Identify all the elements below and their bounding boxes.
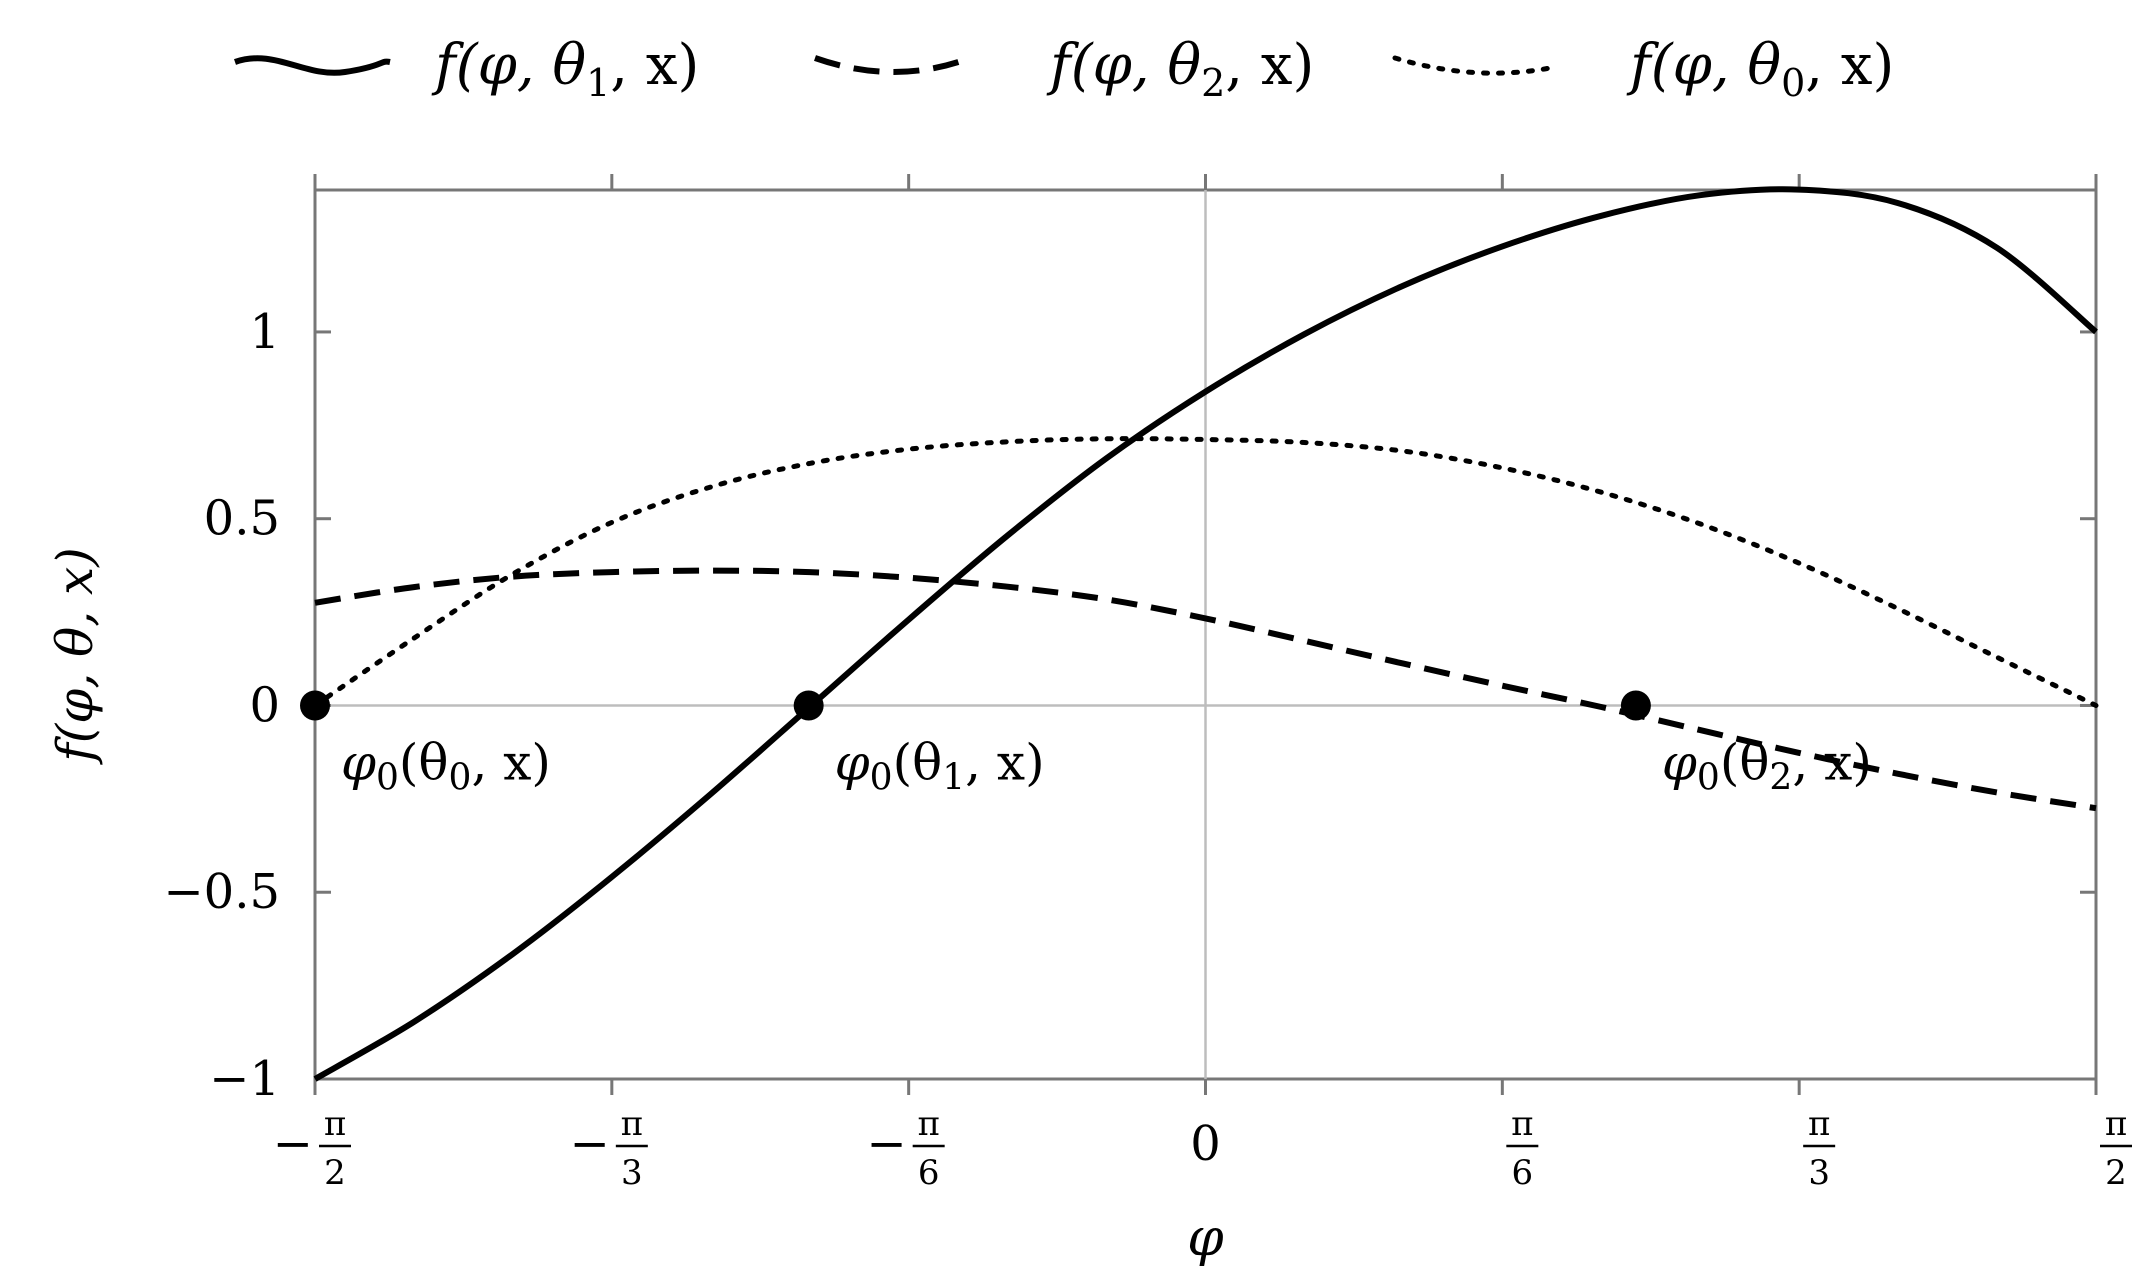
zero-lines [315,190,2096,1079]
x-tick-label: π6 [1506,1104,1539,1193]
x-tick-numerator: π [917,1104,939,1144]
legend-label: f(φ, θ1, x) [431,33,699,105]
x-tick-denominator: 2 [324,1153,346,1193]
x-tick-minus: − [866,1116,906,1172]
x-tick-denominator: 3 [621,1153,643,1193]
root-marker [793,690,824,721]
legend-swatch [1392,55,1553,76]
x-tick-denominator: 3 [1808,1153,1830,1193]
series-line-solid [313,186,2098,1082]
y-tick-label: 1 [249,304,280,360]
root-marker [300,690,330,721]
legend-label: f(φ, θ0, x) [1626,33,1894,105]
legend: f(φ, θ1, x) f(φ, θ2, x) f(φ, θ0, x) [234,33,1894,105]
legend-item: f(φ, θ0, x) [1392,33,1894,105]
y-tick-label: −1 [209,1051,280,1107]
legend-item: f(φ, θ2, x) [814,33,1314,105]
y-axis-label: f(φ, θ, x) [46,547,104,765]
root-label: φ0(θ0, x) [341,733,551,798]
root-label: φ0(θ1, x) [835,733,1045,798]
x-tick-denominator: 6 [1512,1153,1534,1193]
x-tick-denominator: 2 [2105,1153,2127,1193]
roots-layer: φ0(θ0, x) φ0(θ1, x) φ0(θ2, x) [300,690,1872,798]
y-tick-label: 0.5 [204,491,280,547]
legend-swatch [234,55,391,76]
x-axis-label: φ [1187,1208,1224,1268]
x-tick-text: 0 [1190,1116,1221,1172]
series-line-dashed [314,567,2097,812]
x-tick-label: π3 [1803,1104,1836,1193]
y-tick-label: 0 [249,677,280,733]
y-tick-label: −0.5 [163,864,280,920]
x-tick-label: π 3− [570,1104,648,1193]
x-tick-numerator: π [2105,1104,2127,1144]
x-tick-numerator: π [621,1104,643,1144]
x-tick-label: π2 [2100,1104,2132,1193]
root-label: φ0(θ2, x) [1662,733,1872,798]
x-tick-minus: − [570,1116,610,1172]
x-tick-label: π 2− [273,1104,351,1193]
x-tick-numerator: π [1511,1104,1533,1144]
x-tick-label: 0 [1190,1116,1221,1172]
x-tick-numerator: π [1808,1104,1830,1144]
x-tick-label: π 6− [866,1104,945,1193]
legend-label: f(φ, θ2, x) [1046,33,1314,105]
legend-swatch [814,55,972,75]
series-layer [312,186,2099,1082]
legend-item: f(φ, θ1, x) [234,33,699,105]
root-marker [1620,690,1651,721]
x-tick-denominator: 6 [918,1153,940,1193]
series-line-dotted [312,436,2099,708]
plot-area: φ0(θ0, x) φ0(θ1, x) φ0(θ2, x) [300,174,2099,1095]
y-tick-labels: −1 −0.5 0 0.5 1 [163,304,280,1107]
x-tick-numerator: π [324,1104,346,1144]
x-tick-minus: − [273,1116,313,1172]
